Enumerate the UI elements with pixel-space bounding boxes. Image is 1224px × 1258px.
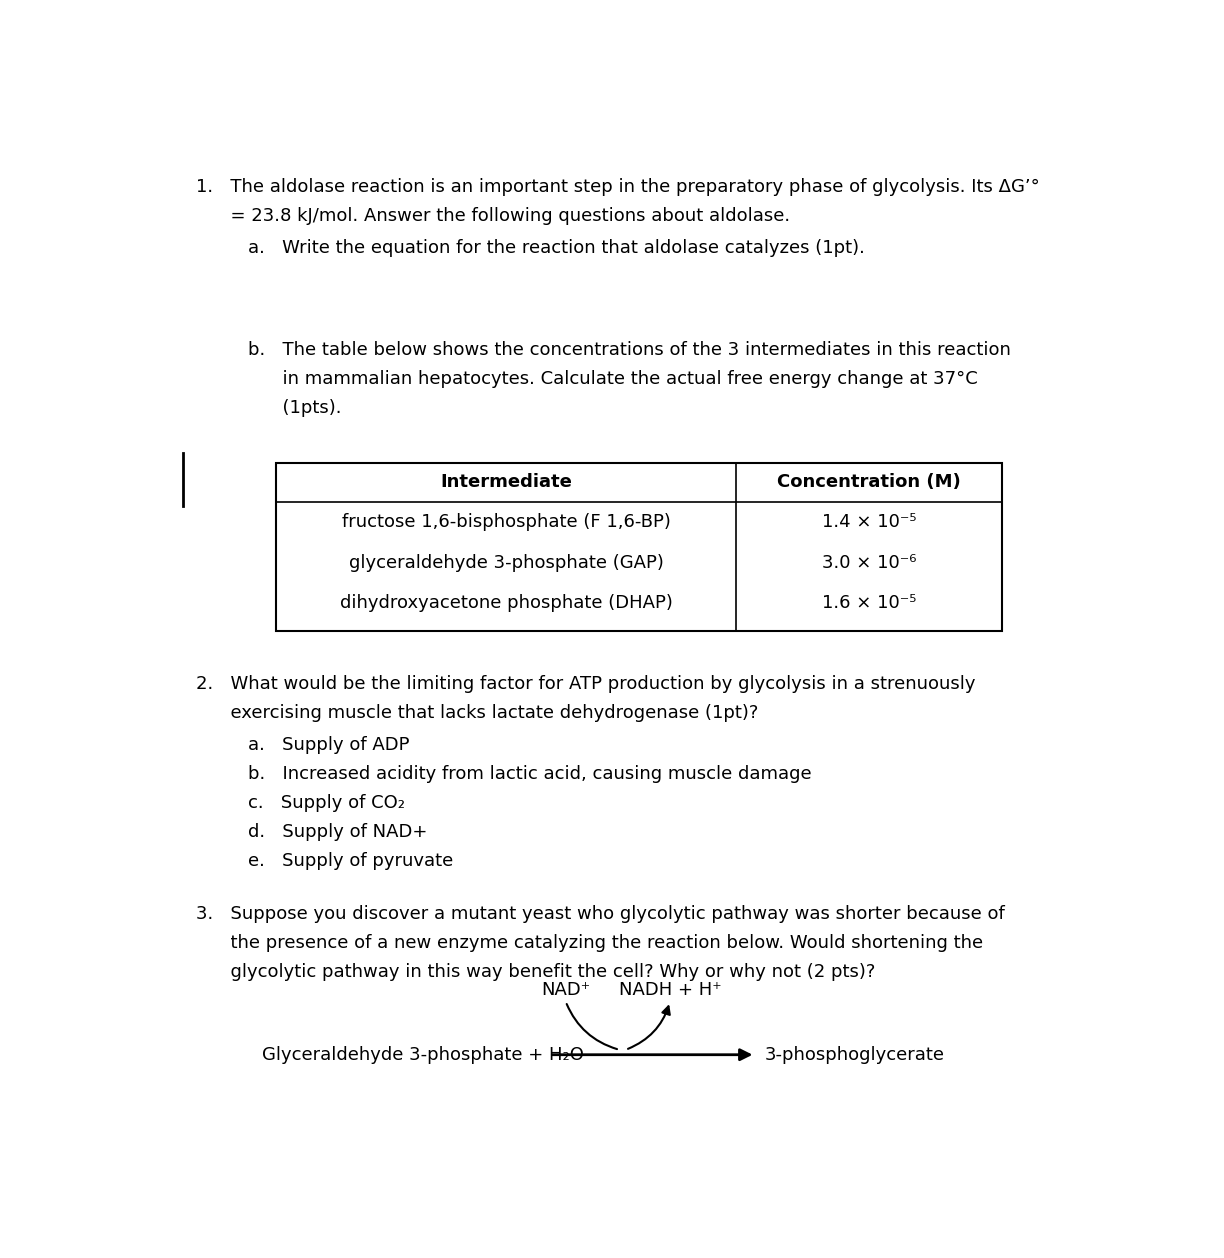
Text: exercising muscle that lacks lactate dehydrogenase (1pt)?: exercising muscle that lacks lactate deh… xyxy=(196,704,758,722)
Text: NAD⁺: NAD⁺ xyxy=(541,980,590,999)
Text: 3-phosphoglycerate: 3-phosphoglycerate xyxy=(765,1045,945,1064)
Text: Glyceraldehyde 3-phosphate + H₂O: Glyceraldehyde 3-phosphate + H₂O xyxy=(262,1045,584,1064)
Text: 1.   The aldolase reaction is an important step in the preparatory phase of glyc: 1. The aldolase reaction is an important… xyxy=(196,179,1039,196)
Text: b.   The table below shows the concentrations of the 3 intermediates in this rea: b. The table below shows the concentrati… xyxy=(247,341,1011,359)
Text: d.   Supply of NAD+: d. Supply of NAD+ xyxy=(247,823,427,842)
Text: e.   Supply of pyruvate: e. Supply of pyruvate xyxy=(247,852,453,871)
Text: 3.   Suppose you discover a mutant yeast who glycolytic pathway was shorter beca: 3. Suppose you discover a mutant yeast w… xyxy=(196,905,1005,922)
Text: a.   Write the equation for the reaction that aldolase catalyzes (1pt).: a. Write the equation for the reaction t… xyxy=(247,239,864,257)
Text: c.   Supply of CO₂: c. Supply of CO₂ xyxy=(247,794,405,813)
Text: a.   Supply of ADP: a. Supply of ADP xyxy=(247,736,409,754)
Text: dihydroxyacetone phosphate (DHAP): dihydroxyacetone phosphate (DHAP) xyxy=(340,594,673,613)
Text: NADH + H⁺: NADH + H⁺ xyxy=(618,980,721,999)
Text: Intermediate: Intermediate xyxy=(441,473,573,491)
Text: glyceraldehyde 3-phosphate (GAP): glyceraldehyde 3-phosphate (GAP) xyxy=(349,554,663,571)
Text: in mammalian hepatocytes. Calculate the actual free energy change at 37°C: in mammalian hepatocytes. Calculate the … xyxy=(247,370,978,387)
Text: the presence of a new enzyme catalyzing the reaction below. Would shortening the: the presence of a new enzyme catalyzing … xyxy=(196,933,983,951)
Text: 3.0 × 10⁻⁶: 3.0 × 10⁻⁶ xyxy=(823,554,917,571)
Text: = 23.8 kJ/mol. Answer the following questions about aldolase.: = 23.8 kJ/mol. Answer the following ques… xyxy=(196,208,789,225)
Text: 2.   What would be the limiting factor for ATP production by glycolysis in a str: 2. What would be the limiting factor for… xyxy=(196,676,976,693)
Text: b.   Increased acidity from lactic acid, causing muscle damage: b. Increased acidity from lactic acid, c… xyxy=(247,765,812,782)
Text: 1.6 × 10⁻⁵: 1.6 × 10⁻⁵ xyxy=(823,594,917,613)
Text: glycolytic pathway in this way benefit the cell? Why or why not (2 pts)?: glycolytic pathway in this way benefit t… xyxy=(196,962,875,981)
Text: (1pts).: (1pts). xyxy=(247,399,341,416)
Text: fructose 1,6-bisphosphate (F 1,6-BP): fructose 1,6-bisphosphate (F 1,6-BP) xyxy=(341,513,671,531)
FancyBboxPatch shape xyxy=(277,463,1002,632)
Text: 1.4 × 10⁻⁵: 1.4 × 10⁻⁵ xyxy=(823,513,917,531)
Text: Concentration (M): Concentration (M) xyxy=(777,473,961,491)
